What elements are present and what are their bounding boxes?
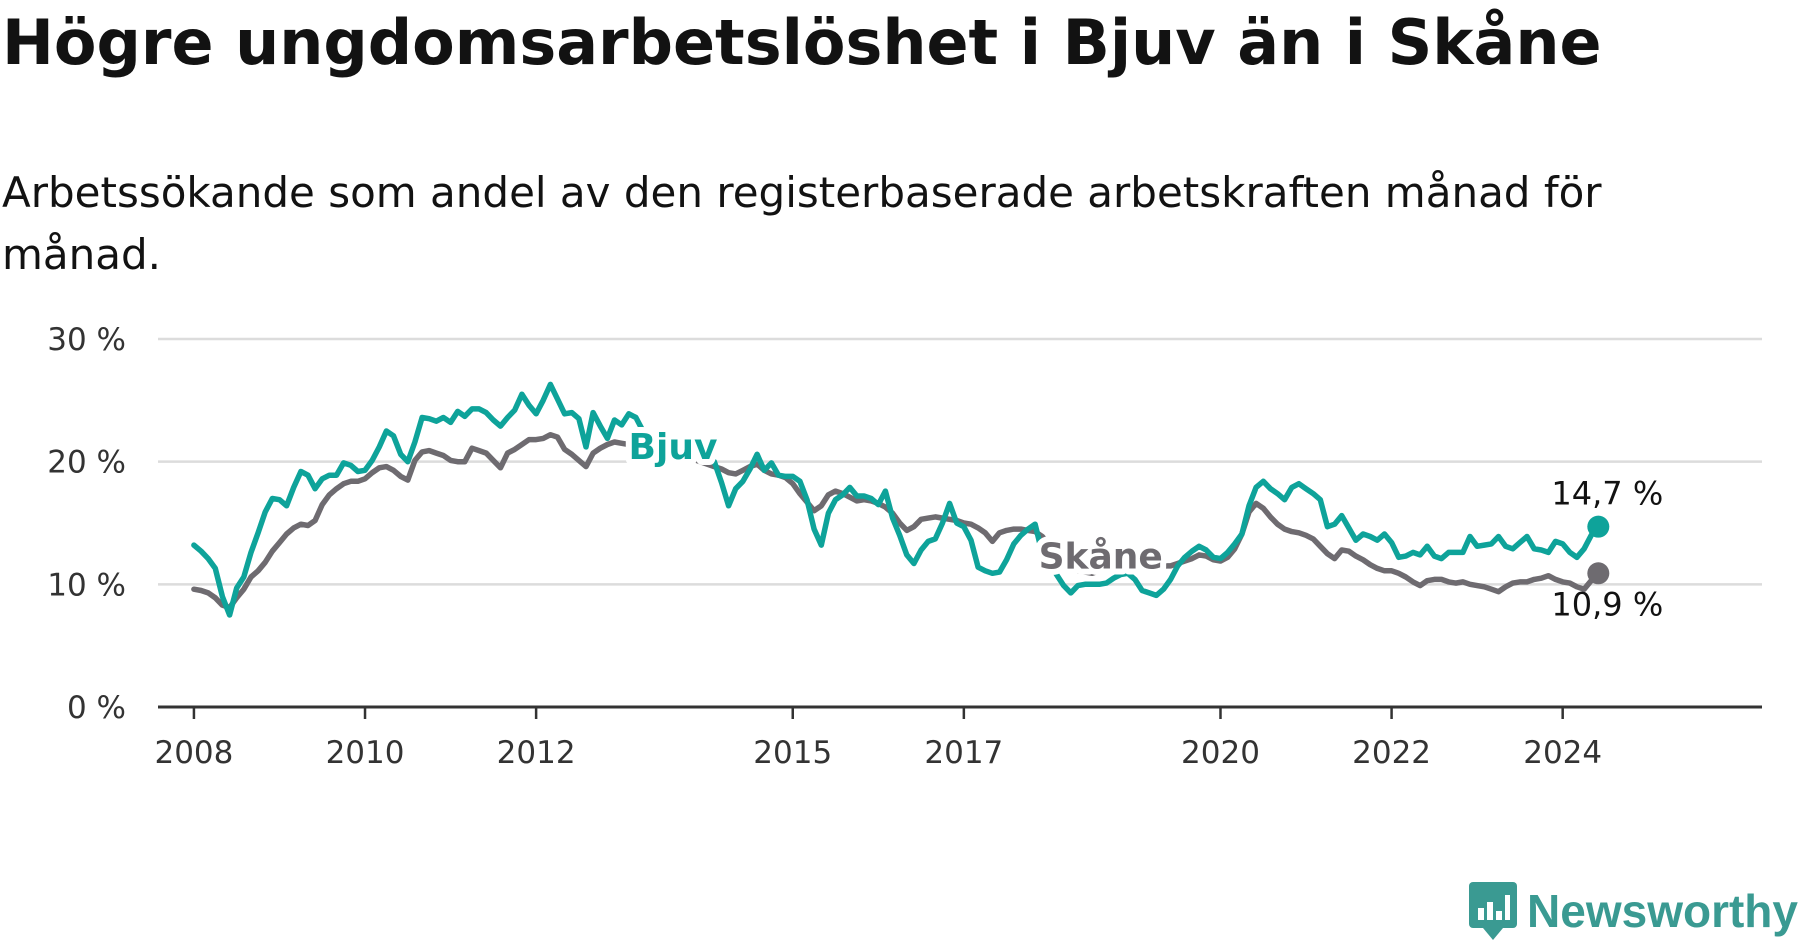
y-tick-label: 30 % — [47, 322, 126, 358]
newsworthy-logo: Newsworthy — [1469, 876, 1798, 946]
series-line-skane — [191, 431, 1602, 611]
series-line-bjuv — [191, 381, 1602, 618]
gridlines — [158, 337, 1762, 586]
x-tick-label: 2020 — [1181, 735, 1260, 771]
x-tick-label: 2010 — [326, 735, 405, 771]
end-markers: 14,7 % 10,9 % — [1551, 475, 1663, 624]
x-tick-label: 2012 — [497, 735, 576, 771]
y-tick-label: 10 % — [47, 567, 126, 603]
x-tick-label: 2024 — [1523, 735, 1602, 771]
series-label-halo: Skåne — [1039, 536, 1163, 577]
y-tick-label: 20 % — [47, 445, 126, 481]
x-tick-label: 2022 — [1352, 735, 1431, 771]
x-tick-label: 2015 — [753, 735, 832, 771]
y-tick-label: 0 % — [67, 690, 126, 726]
end-point-bjuv — [1587, 515, 1610, 538]
newsworthy-logo-icon — [1469, 882, 1518, 940]
series-label-bjuv: Bjuv — [629, 427, 718, 468]
y-axis-tick-labels: 0 % 10 % 20 % 30 % — [47, 322, 126, 726]
x-axis-ticks: 2008 2010 2012 2015 2017 2020 2022 2024 — [154, 707, 1602, 771]
x-tick-label: 2008 — [154, 735, 233, 771]
end-point-skane — [1587, 562, 1610, 585]
end-value-skane: 10,9 % — [1551, 585, 1663, 623]
end-value-bjuv: 14,7 % — [1551, 475, 1663, 513]
chart-subtitle: Arbetssökande som andel av den registerb… — [2, 168, 1602, 279]
chart-title: Högre ungdomsarbetslöshet i Bjuv än i Sk… — [2, 6, 1602, 79]
series-label-halo: Bjuv — [629, 427, 718, 468]
x-tick-label: 2017 — [924, 735, 1003, 771]
series-label-skane: Skåne — [1039, 536, 1163, 577]
series-lines — [191, 381, 1602, 618]
newsworthy-logo-text: Newsworthy — [1527, 885, 1798, 937]
